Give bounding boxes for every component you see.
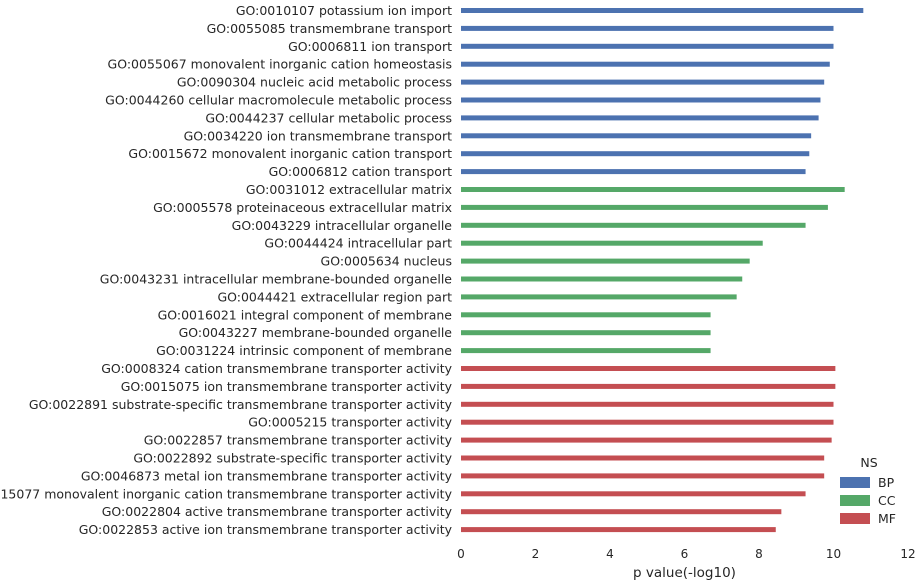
legend-label-bp: BP [878,475,895,490]
bar-cc [461,222,806,228]
bar-cc [461,187,845,192]
bar-bp [461,61,830,67]
category-label: GO:0043231 intracellular membrane-bounde… [100,272,453,287]
category-labels: GO:0010107 potassium ion import GO:005508… [0,3,453,537]
bar-bp [461,8,864,13]
bar-mf [461,401,834,407]
category-label: GO:0090304 nucleic acid metabolic proces… [177,75,452,90]
bar-cc [461,348,711,354]
x-tick-label: 12 [900,547,915,561]
category-label: GO:0055067 monovalent inorganic cation h… [108,57,452,72]
bar-bp [461,43,834,49]
x-tick-label: 8 [755,547,763,561]
bar-bp [461,169,806,175]
category-label: GO:0031224 intrinsic component of membra… [156,343,452,358]
category-label: GO:0043227 membrane-bounded organelle [179,325,453,340]
bar-cc [461,276,743,282]
bar-mf [461,455,825,461]
bar-bp [461,151,810,157]
category-label: GO:0005215 transporter activity [248,415,452,430]
category-label: GO:0044237 cellular metabolic process [205,110,452,125]
category-label: GO:0022857 transmembrane transporter act… [144,433,453,448]
legend-swatch-mf [840,513,870,524]
bar-mf [461,491,806,497]
bar-cc [461,312,711,318]
category-label: GO:0044421 extracellular region part [217,289,452,304]
bar-mf [461,383,836,389]
category-label: GO:0022891 substrate-specific transmembr… [29,397,453,412]
x-axis-title: p value(-log10) [633,565,736,581]
category-label: GO:0016021 integral component of membran… [158,307,453,322]
category-label: GO:0005634 nucleus [321,254,452,269]
bar-cc [461,258,750,264]
bar-mf [461,509,782,515]
x-axis: 0 2 4 6 8 10 12 [457,547,915,561]
legend-title: NS [860,455,877,470]
legend-label-cc: CC [878,493,896,508]
category-label: GO:0022892 substrate-specific transporte… [133,451,452,466]
legend-entries: BP CC MF [840,475,896,526]
category-label: GO:0043229 intracellular organelle [232,218,453,233]
category-label: GO:0015075 ion transmembrane transporter… [121,379,453,394]
bar-bp [461,115,819,121]
legend-swatch-bp [840,477,870,488]
bar-bp [461,79,825,85]
category-label: GO:0015077 monovalent inorganic cation t… [0,486,453,501]
category-label: GO:0034220 ion transmembrane transport [184,128,453,143]
x-tick-label: 0 [457,547,465,561]
category-label: GO:0015672 monovalent inorganic cation t… [128,146,452,161]
category-label: GO:0006811 ion transport [288,39,452,54]
bar-mf [461,473,825,479]
bar-bp [461,97,821,103]
category-label: GO:0010107 potassium ion import [236,3,452,18]
x-tick-label: 2 [532,547,540,561]
legend: NS BP CC MF [840,455,896,526]
category-label: GO:0044424 intracellular part [264,236,452,251]
legend-label-mf: MF [878,511,896,526]
bar-cc [461,294,737,300]
category-label: GO:0008324 cation transmembrane transpor… [101,361,452,376]
bars-layer [461,8,864,533]
legend-swatch-cc [840,495,870,506]
bar-mf [461,527,776,533]
category-label: GO:0044260 cellular macromolecule metabo… [105,93,452,108]
category-label: GO:0022853 active ion transmembrane tran… [79,522,453,537]
x-tick-label: 6 [681,547,689,561]
x-tick-label: 4 [606,547,614,561]
bar-cc [461,240,763,246]
bar-cc [461,330,711,336]
x-tick-label: 10 [826,547,841,561]
bar-cc [461,204,828,210]
category-label: GO:0046873 metal ion transmembrane trans… [81,468,453,483]
category-label: GO:0005578 proteinaceous extracellular m… [153,200,452,215]
bar-mf [461,437,832,443]
bar-mf [461,366,836,371]
category-label: GO:0031012 extracellular matrix [246,182,452,197]
category-label: GO:0055085 transmembrane transport [207,21,453,36]
category-label: GO:0006812 cation transport [269,164,452,179]
category-label: GO:0022804 active transmembrane transpor… [102,504,453,519]
bar-bp [461,133,812,139]
bar-mf [461,419,834,425]
bar-bp [461,25,834,31]
